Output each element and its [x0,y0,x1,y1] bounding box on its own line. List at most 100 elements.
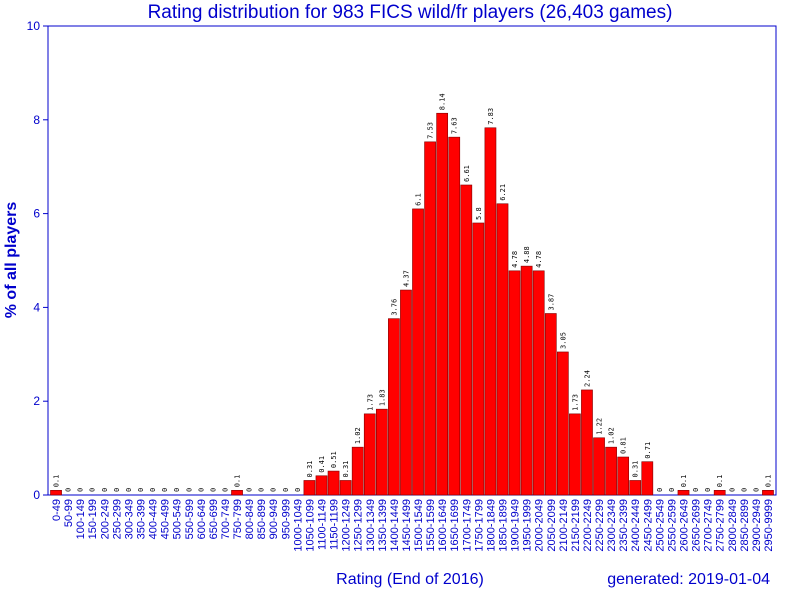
x-tick-label: 2350-2399 [618,499,630,552]
x-tick-label: 800-849 [244,499,256,539]
data-label: 0.31 [342,461,350,478]
x-tick-label: 550-599 [184,499,196,539]
bar [569,413,581,496]
data-label: 7.83 [487,108,495,125]
data-label: 4.78 [511,251,519,268]
bar [593,437,605,496]
bar [713,490,726,496]
data-label: 1.22 [596,418,604,435]
data-label: 8.14 [439,93,447,110]
data-label: 6.61 [463,165,471,182]
x-tick-label: 1650-1699 [449,499,461,552]
data-label: 0 [740,488,748,492]
bar [303,480,316,496]
x-tick-label: 2950-9999 [763,499,775,552]
bar [388,318,400,496]
x-axis-label: Rating (End of 2016) [336,571,484,588]
x-tick-label: 450-499 [160,499,172,539]
x-tick-label: 950-999 [280,499,292,539]
x-tick-label: 2550-2599 [666,499,678,552]
x-tick-label: 2600-2649 [679,499,691,552]
x-tick-label: 1800-1849 [485,499,497,552]
x-tick-label: 200-249 [99,499,111,539]
data-label: 0 [125,488,133,492]
data-label: 0.1 [764,475,772,488]
x-tick-label: 350-399 [136,499,148,539]
data-label: 1.73 [571,394,579,411]
bar [677,490,690,496]
x-tick-label: 150-199 [87,499,99,539]
data-label: 0.1 [53,475,61,488]
bar [50,490,62,496]
x-tick-label: 2200-2249 [582,499,594,552]
data-label: 0.31 [306,461,314,478]
bar [520,265,533,496]
data-label: 0.1 [680,475,688,488]
x-tick-label: 100-149 [75,499,87,539]
x-tick-label: 2650-2699 [691,499,703,552]
data-label: 0 [197,488,205,492]
x-tick-label: 1550-1599 [425,499,437,552]
data-label: 7.63 [451,117,459,134]
x-tick-label: 750-799 [232,499,244,539]
data-label: 0 [185,488,193,492]
plot-frame [47,25,777,496]
bar [629,480,642,496]
y-tick-label: 6 [33,207,40,221]
bar [641,461,654,496]
data-label: 0 [246,488,254,492]
data-label: 0 [161,488,169,492]
bar [508,270,521,496]
bar [581,389,593,496]
x-tick-label: 2800-2849 [727,499,739,552]
bar [424,141,436,496]
data-label: 0 [656,488,664,492]
data-label: 0.41 [318,456,326,473]
data-label: 0 [65,488,73,492]
data-label: 0 [149,488,157,492]
bar [351,446,364,496]
data-label: 1.02 [608,427,616,444]
x-tick-label: 2500-2549 [654,499,666,552]
bar [544,313,557,496]
x-tick-label: 2150-2199 [570,499,582,552]
data-label: 0.31 [632,461,640,478]
data-label: 0 [752,488,760,492]
x-tick-label: 650-699 [208,499,220,539]
bar [339,480,352,496]
data-label: 0 [258,488,266,492]
data-label: 0 [209,488,217,492]
x-tick-label: 1950-1999 [522,499,534,552]
x-tick-label: 1450-1499 [401,499,413,552]
bar [363,413,376,496]
data-label: 0 [101,488,109,492]
bar [315,475,328,496]
x-tick-label: 1050-1099 [304,499,316,552]
x-tick-label: 1000-1049 [292,499,304,552]
x-tick-label: 2400-2449 [630,499,642,552]
data-label: 1.73 [366,394,374,411]
data-label: 0 [221,488,229,492]
data-label: 1.02 [354,427,362,444]
x-tick-label: 700-749 [220,499,232,539]
x-tick-label: 2700-2749 [703,499,715,552]
data-label: 6.21 [499,184,507,201]
x-tick-label: 1750-1799 [473,499,485,552]
x-tick-label: 600-649 [196,499,208,539]
x-tick-label: 50-99 [63,499,75,527]
bar [436,112,449,496]
bars [50,112,774,496]
x-tick-label: 2450-2499 [642,499,654,552]
x-tick-label: 1600-1649 [437,499,449,552]
bar [617,456,630,496]
bar [605,446,617,496]
x-tick-label: 1400-1449 [389,499,401,552]
x-tick-label: 1900-1949 [510,499,522,552]
data-label: 0 [728,488,736,492]
data-label: 0 [173,488,181,492]
data-label: 0 [77,488,85,492]
x-tick-label: 2000-2049 [534,499,546,552]
y-tick-label: 4 [33,300,40,314]
